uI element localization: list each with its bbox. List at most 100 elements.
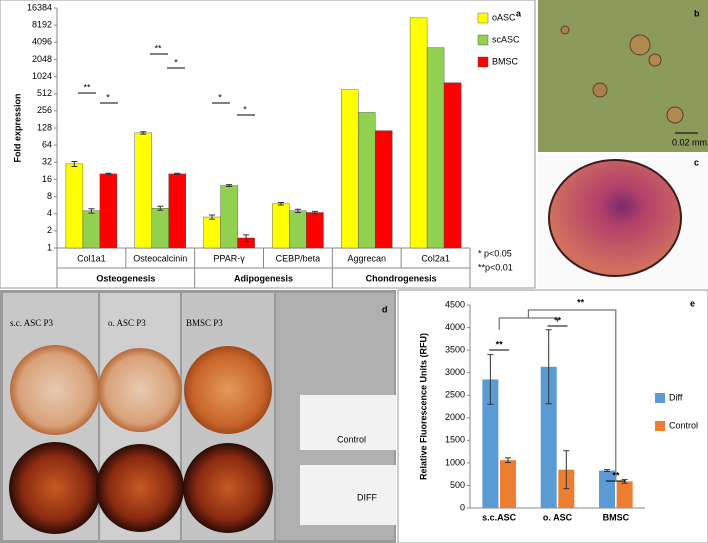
bar <box>341 89 359 249</box>
micrograph-b <box>538 0 708 152</box>
y-tick-label: 8192 <box>32 20 52 30</box>
x-tick-label: Osteocalcinin <box>133 253 187 263</box>
y-tick-label: 2 <box>47 225 52 235</box>
y-tick-label: 32 <box>42 157 52 167</box>
panel-label: e <box>690 298 695 308</box>
y-tick-label: 2048 <box>32 54 52 64</box>
bar <box>540 366 557 508</box>
significance: * <box>218 92 222 102</box>
row-label: Control <box>337 434 366 444</box>
bar <box>499 460 516 508</box>
x-tick-label: CEBP/beta <box>276 253 321 263</box>
y-tick-label: 16 <box>42 174 52 184</box>
bar <box>168 173 186 249</box>
legend-swatch <box>655 421 665 431</box>
legend-swatch <box>655 393 665 403</box>
y-tick-label: 3000 <box>445 367 465 377</box>
x-tick-label: s.c.ASC <box>482 512 517 522</box>
well <box>9 442 101 534</box>
bar <box>134 132 152 249</box>
bar <box>358 112 376 249</box>
legend-swatch <box>477 56 489 68</box>
panel-label: c <box>694 157 699 167</box>
bar <box>306 212 324 249</box>
legend-label: Control <box>669 420 698 430</box>
y-tick-label: 2000 <box>445 412 465 422</box>
error-bar <box>563 450 570 490</box>
column-label: s.c. ASC P3 <box>10 318 54 328</box>
panel-d: s.c. ASC P3 o. ASC P3 BMSC P3 Control DI… <box>0 290 396 543</box>
error-bar <box>277 201 284 206</box>
panel-b: b 0.02 mm <box>538 0 708 152</box>
error-bar <box>504 457 511 463</box>
scale-label: 0.02 mm <box>672 137 707 147</box>
y-tick-label: 1 <box>47 242 52 252</box>
significance: ** <box>577 297 585 307</box>
error-bar <box>71 161 78 167</box>
bar <box>82 210 101 249</box>
error-bar <box>209 214 216 220</box>
group-label: Adipogenesis <box>234 273 293 283</box>
error-bar <box>243 234 250 243</box>
y-tick-label: 1500 <box>445 435 465 445</box>
column-label: o. ASC P3 <box>108 318 146 328</box>
y-tick-label: 512 <box>37 88 52 98</box>
error-bar <box>294 208 301 214</box>
y-tick-label: 1024 <box>32 71 52 81</box>
error-bar <box>157 205 164 211</box>
bar <box>375 130 393 249</box>
error-bar <box>226 184 233 188</box>
p-note: * p<0.05 <box>478 248 512 258</box>
error-bar <box>140 131 147 135</box>
bar <box>482 379 499 508</box>
bar <box>99 173 118 249</box>
legend-swatch <box>477 34 489 46</box>
error-bar <box>105 172 112 176</box>
bar <box>151 207 169 249</box>
x-tick-label: BMSC <box>603 512 630 522</box>
significance-bracket <box>498 309 617 480</box>
well <box>184 346 272 434</box>
p-note: **p<0.01 <box>478 262 513 272</box>
pellet <box>548 159 682 277</box>
y-tick-label: 8 <box>47 191 52 201</box>
legend-label: Diff <box>669 392 683 402</box>
significance: * <box>106 92 110 102</box>
lipid-droplet <box>629 34 651 56</box>
lipid-droplet <box>648 53 662 67</box>
bar <box>409 17 428 249</box>
lipid-droplet <box>560 25 570 35</box>
y-tick-label: 4500 <box>445 299 465 309</box>
significance: ** <box>154 43 162 53</box>
significance: ** <box>83 82 91 92</box>
well <box>10 345 100 435</box>
panel-label: d <box>382 304 388 314</box>
bar <box>203 216 221 249</box>
legend-label: scASC <box>492 34 520 44</box>
legend-label: BMSC <box>492 56 519 66</box>
x-tick-label: PPAR-γ <box>213 253 245 263</box>
panel-label: b <box>694 8 700 18</box>
y-tick-label: 4000 <box>445 322 465 332</box>
lipid-droplet <box>666 106 684 124</box>
error-bar <box>545 329 552 405</box>
error-bar <box>174 172 181 176</box>
y-tick-label: 4 <box>47 208 52 218</box>
significance: * <box>174 57 178 67</box>
y-tick-label: 0 <box>460 502 465 512</box>
lipid-droplet <box>592 82 608 98</box>
y-tick-label: 256 <box>37 105 52 115</box>
x-tick-label: Col1a1 <box>77 253 106 263</box>
well <box>96 444 184 532</box>
y-tick-label: 64 <box>42 140 52 150</box>
column-label: BMSC P3 <box>186 318 223 328</box>
error-bar <box>487 354 494 405</box>
significance: ** <box>496 339 504 349</box>
y-tick-label: 500 <box>450 480 465 490</box>
bar <box>616 481 633 508</box>
note-card <box>300 395 396 450</box>
y-tick-label: 4096 <box>32 37 52 47</box>
legend-swatch <box>477 12 489 24</box>
bar <box>443 82 462 249</box>
